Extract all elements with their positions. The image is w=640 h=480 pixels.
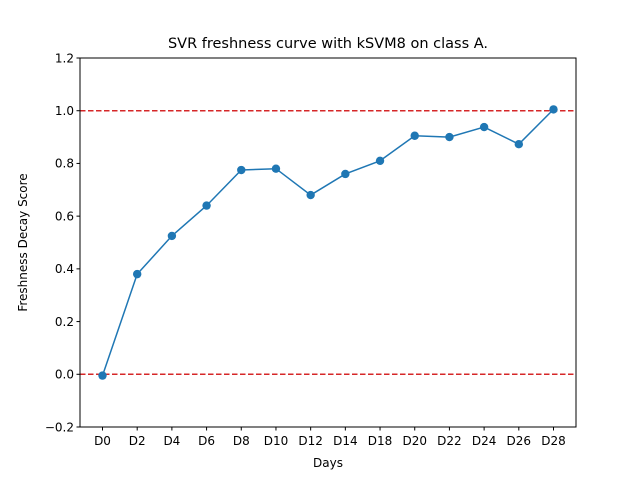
y-axis-label: Freshness Decay Score	[16, 173, 30, 311]
data-point-D18	[375, 156, 385, 165]
y-tick-label: 0.6	[55, 209, 74, 223]
y-tick-label: 0.8	[55, 157, 74, 171]
data-point-D14	[341, 169, 350, 179]
x-axis-label: Days	[313, 456, 343, 470]
data-point-D0	[98, 371, 107, 380]
data-point-D12	[306, 190, 315, 200]
data-point-D4	[167, 231, 177, 241]
x-tick-label: D10	[264, 434, 289, 448]
x-tick-label: D26	[507, 434, 532, 448]
data-point-D22	[445, 132, 454, 142]
x-tick-label: D28	[541, 434, 566, 448]
series-layer	[98, 105, 558, 380]
plot-frame	[79, 57, 577, 428]
data-point-D24	[479, 122, 489, 132]
x-tick-label: D0	[94, 434, 111, 448]
data-point-D6	[202, 201, 211, 210]
x-axis: D0 D2 D4 D6 D8 D10 D12 D14 D18 D20 D22 D24 D26 D28	[94, 427, 566, 448]
y-tick-label: 0.0	[55, 368, 74, 382]
reference-lines	[80, 109, 576, 376]
y-axis: −0.2 0.0 0.2 0.4 0.6 0.8 1.0 1.2	[45, 51, 80, 434]
data-point-D26	[514, 139, 524, 149]
x-tick-label: D4	[163, 434, 180, 448]
x-tick-label: D18	[368, 434, 393, 448]
x-tick-label: D20	[402, 434, 427, 448]
y-tick-label: 0.2	[55, 315, 74, 329]
x-tick-label: D24	[472, 434, 497, 448]
data-point-D28	[549, 105, 558, 114]
x-tick-label: D22	[437, 434, 462, 448]
data-point-D2	[132, 269, 142, 279]
x-tick-label: D14	[333, 434, 358, 448]
x-tick-label: D2	[129, 434, 146, 448]
y-tick-label: 1.0	[55, 104, 74, 118]
x-tick-label: D12	[298, 434, 323, 448]
series-line-0	[101, 108, 555, 376]
data-point-D10	[271, 164, 281, 173]
x-tick-label: D8	[233, 434, 250, 448]
x-tick-label: D6	[198, 434, 215, 448]
data-point-D8	[237, 165, 246, 175]
y-tick-label: −0.2	[45, 420, 74, 434]
chart-title: SVR freshness curve with kSVM8 on class …	[168, 36, 488, 52]
y-tick-label: 0.4	[55, 262, 74, 276]
data-point-D20	[410, 131, 419, 140]
y-tick-label: 1.2	[55, 51, 74, 65]
